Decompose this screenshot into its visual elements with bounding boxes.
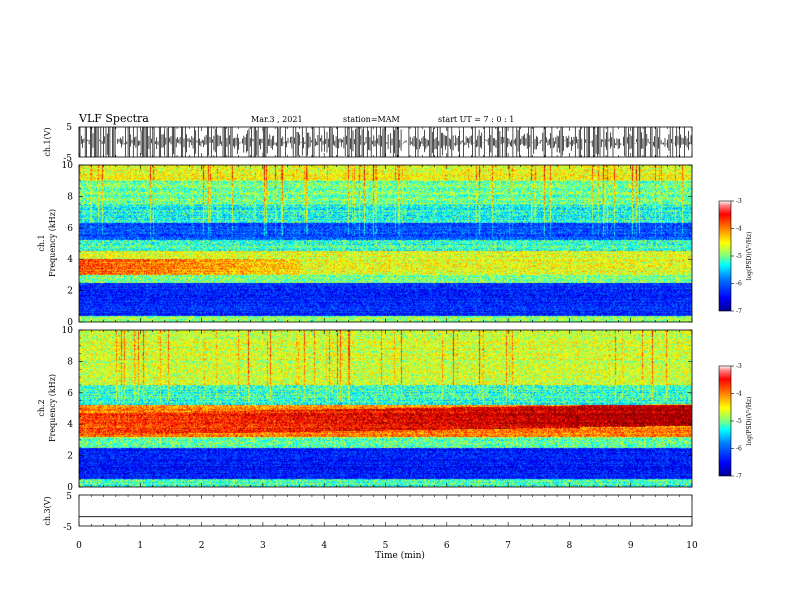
ch2-colorbar: -3 -4 -5 -6 -7 log(PSD)(V²/Hz)	[718, 363, 753, 480]
figure-title: VLF Spectra	[78, 112, 149, 125]
time-axis-label: Time (min)	[375, 550, 425, 561]
time-tick-label: 2	[199, 541, 205, 551]
time-tick-label: 5	[383, 541, 389, 551]
time-tick-label: 8	[567, 541, 573, 551]
frequency-tick-label: 6	[67, 389, 73, 399]
ch2-spectrogram-panel: 0 2 4 6 8 10 ch.2 Frequency (kHz)	[37, 326, 693, 493]
colorbar-tick-label: -6	[736, 281, 742, 288]
ch3-ytick-bottom: -5	[63, 523, 72, 533]
ch1-colorbar-gradient	[718, 200, 732, 312]
ch2-colorbar-ticks: -3 -4 -5 -6 -7	[731, 363, 742, 480]
time-tick-label: 7	[505, 541, 511, 551]
ch1-frequency-ticks: 0 2 4 6 8 10	[62, 161, 692, 328]
frequency-tick-label: 0	[67, 318, 73, 328]
ch1-colorbar-ticks: -3 -4 -5 -6 -7	[731, 198, 742, 315]
ch1-frequency-ylabel: Frequency (kHz)	[48, 209, 57, 277]
colorbar-tick-label: -5	[736, 253, 742, 260]
ch1-spectrogram-panel: 0 2 4 6 8 10 ch.1 Frequency (kHz)	[37, 161, 693, 328]
frequency-tick-label: 8	[67, 192, 73, 202]
frequency-tick-label: 4	[67, 255, 73, 265]
ch1-waveform-trace	[79, 127, 692, 157]
frequency-tick-label: 2	[67, 452, 73, 462]
ch2-channel-label: ch.2	[37, 399, 46, 416]
time-tick-label: 3	[260, 541, 266, 551]
ch1-ytick-bottom: -5	[63, 154, 72, 164]
ch3-waveform-ylabel: ch.3(V)	[43, 496, 52, 525]
ch3-ytick-top: 5	[66, 492, 72, 502]
frequency-tick-label: 6	[67, 224, 73, 234]
frequency-tick-label: 2	[67, 287, 73, 297]
ch1-ytick-top: 5	[66, 123, 72, 133]
colorbar-tick-label: -7	[736, 473, 742, 480]
frequency-tick-label: 10	[62, 161, 74, 171]
frequency-tick-label: 0	[67, 483, 73, 493]
frequency-tick-label: 8	[67, 357, 73, 367]
time-axis-tick-labels: 0 1 2 3 4 5 6 7 8 9 10	[76, 541, 698, 551]
frequency-tick-label: 10	[62, 326, 74, 336]
ch1-channel-label: ch.1	[37, 234, 46, 251]
time-tick-label: 6	[444, 541, 450, 551]
ch2-colorbar-label: log(PSD)(V²/Hz)	[746, 397, 753, 446]
ch2-spectrogram-image	[79, 330, 692, 487]
colorbar-tick-label: -4	[736, 226, 742, 233]
ch2-frequency-ylabel: Frequency (kHz)	[48, 374, 57, 442]
ch2-frequency-ticks: 0 2 4 6 8 10	[62, 326, 692, 493]
time-tick-label: 10	[686, 541, 698, 551]
colorbar-tick-label: -3	[736, 198, 742, 205]
date-label: Mar.3 , 2021	[251, 115, 303, 124]
ch2-colorbar-gradient	[718, 365, 732, 477]
ch1-waveform-ylabel: ch.1(V)	[43, 127, 52, 156]
start-ut-label: start UT = 7 : 0 : 1	[438, 115, 514, 124]
colorbar-tick-label: -5	[736, 418, 742, 425]
station-label: station=MAM	[343, 115, 400, 124]
ch1-colorbar-label: log(PSD)(V²/Hz)	[746, 232, 753, 281]
time-tick-label: 0	[76, 541, 82, 551]
time-tick-label: 4	[321, 541, 327, 551]
colorbar-tick-label: -7	[736, 308, 742, 315]
time-tick-label: 1	[137, 541, 143, 551]
ch3-waveform-frame	[78, 494, 693, 527]
time-tick-label: 9	[628, 541, 634, 551]
colorbar-tick-label: -4	[736, 391, 742, 398]
time-axis-ticks	[78, 127, 693, 526]
ch1-spectrogram-image	[79, 165, 692, 322]
colorbar-tick-label: -6	[736, 446, 742, 453]
ch1-colorbar: -3 -4 -5 -6 -7 log(PSD)(V²/Hz)	[718, 198, 753, 315]
colorbar-tick-label: -3	[736, 363, 742, 370]
frequency-tick-label: 4	[67, 420, 73, 430]
